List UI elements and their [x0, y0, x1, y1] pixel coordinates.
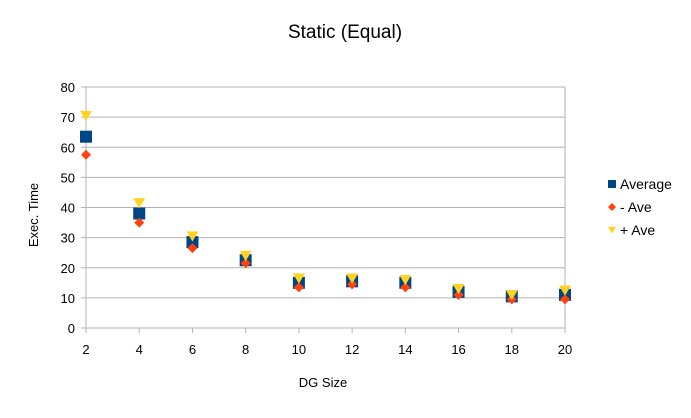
y-tick-label: 80	[61, 80, 75, 95]
data-point-marker	[453, 289, 464, 300]
x-tick-label: 20	[558, 342, 572, 357]
y-tick-label: 0	[68, 321, 75, 336]
data-point-marker	[81, 149, 91, 160]
legend-marker	[608, 203, 616, 211]
data-point-marker	[505, 290, 518, 301]
data-point-marker	[560, 294, 570, 305]
legend-label: Average	[620, 176, 672, 192]
y-tick-label: 60	[61, 140, 75, 155]
legend-label: - Ave	[620, 199, 652, 215]
x-tick-label: 2	[82, 342, 89, 357]
data-point-marker	[134, 217, 145, 228]
data-point-marker	[80, 110, 92, 122]
x-tick-label: 16	[451, 342, 465, 357]
data-point-marker	[239, 250, 252, 262]
data-point-marker	[80, 130, 92, 143]
data-point-marker	[240, 258, 251, 269]
y-tick-label: 70	[61, 110, 75, 125]
data-point-marker	[133, 207, 146, 220]
x-tick-label: 10	[292, 342, 306, 357]
legend-marker	[608, 180, 616, 188]
chart-title: Static (Equal)	[288, 22, 402, 43]
y-tick-label: 30	[61, 231, 75, 246]
data-point-marker	[347, 279, 358, 290]
data-point-marker	[293, 282, 304, 293]
y-tick-label: 20	[61, 261, 75, 276]
axes	[81, 86, 566, 333]
x-tick-label: 6	[189, 342, 196, 357]
data-point-marker	[400, 282, 411, 293]
x-tick-label: 4	[136, 342, 143, 357]
data-point-marker	[186, 231, 199, 242]
data-point-marker	[292, 273, 305, 284]
x-tick-label: 14	[398, 342, 412, 357]
series-+ Ave	[80, 110, 571, 301]
data-point-marker	[133, 198, 146, 209]
x-tick-label: 18	[505, 342, 519, 357]
y-tick-label: 10	[61, 291, 75, 306]
y-tick-label: 40	[61, 201, 75, 216]
data-markers	[80, 110, 571, 305]
series-Average	[80, 130, 571, 303]
data-point-marker	[187, 243, 198, 254]
y-axis-title: Exec. Time	[26, 183, 41, 247]
x-tick-label: 12	[345, 342, 359, 357]
x-axis-title: DG Size	[299, 375, 347, 390]
legend: Average - Ave + Ave	[608, 176, 672, 238]
data-point-marker	[559, 285, 571, 296]
data-point-marker	[399, 275, 412, 286]
data-point-marker	[186, 236, 199, 249]
tick-labels: 0 10 20 30 40 50 60 70 80 2 4 6 8 10 12 14 16 18 20	[61, 80, 573, 357]
y-tick-label: 50	[61, 170, 75, 185]
x-tick-label: 8	[242, 342, 249, 357]
series-- Ave	[81, 149, 570, 305]
data-point-marker	[452, 284, 465, 295]
legend-marker	[608, 226, 616, 234]
legend-label: + Ave	[620, 222, 655, 238]
gridlines	[86, 86, 565, 299]
data-point-marker	[346, 273, 359, 284]
